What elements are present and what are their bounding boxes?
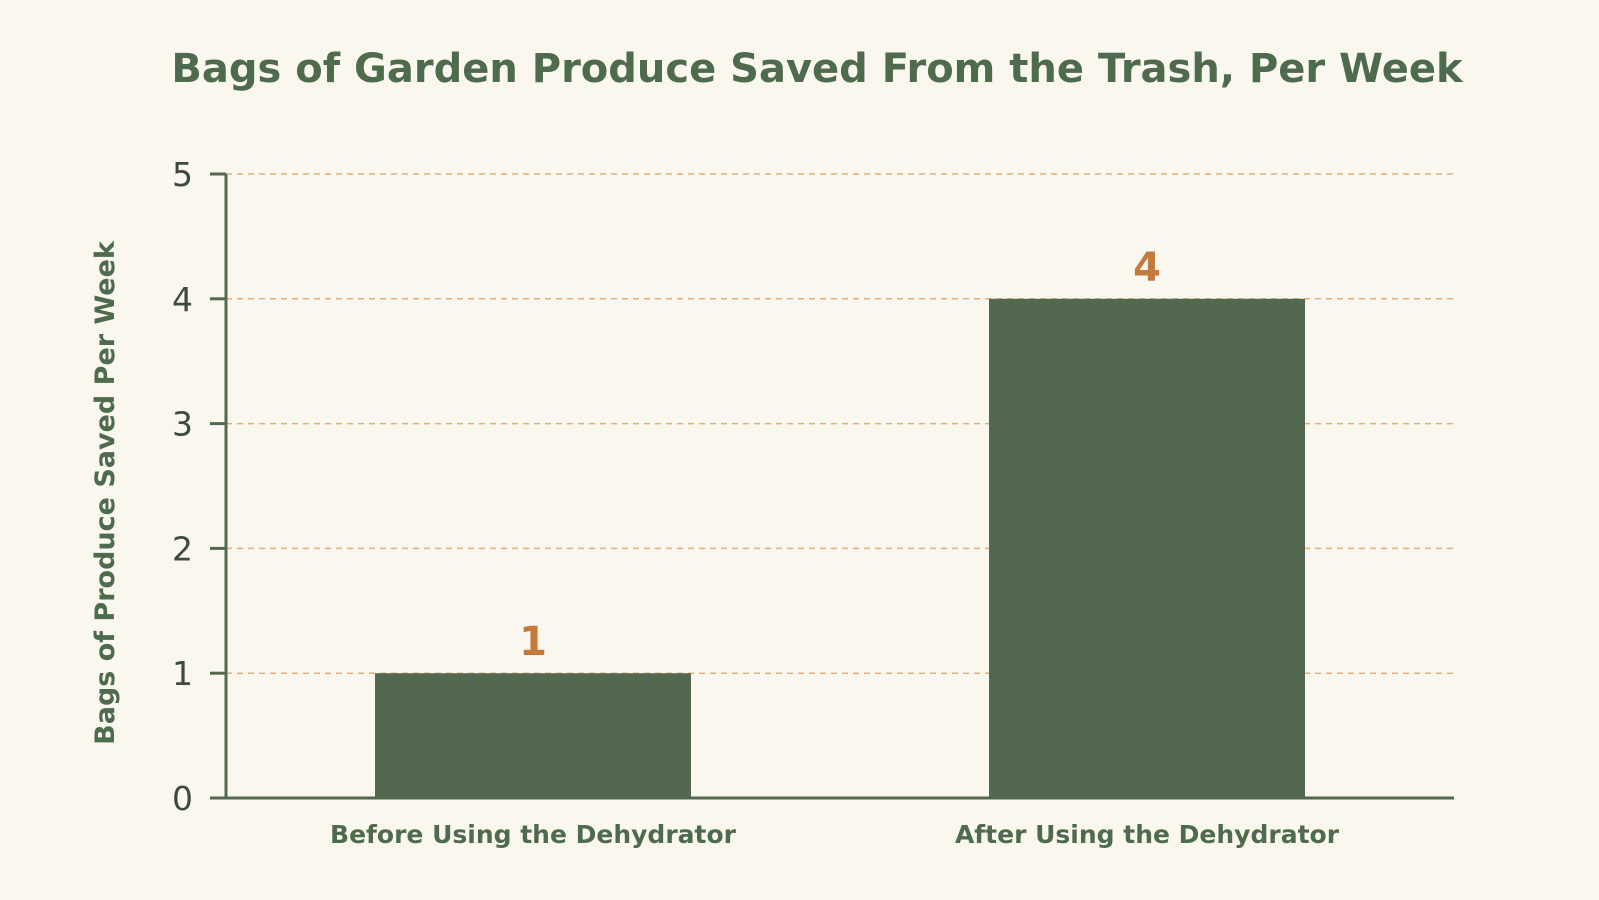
y-tick-label: 1	[172, 654, 193, 693]
bar	[375, 673, 691, 798]
y-tick-label: 0	[172, 779, 193, 818]
bars	[375, 298, 1305, 798]
y-tick-label: 3	[172, 405, 193, 444]
axes	[210, 172, 1454, 800]
y-tick-label: 5	[172, 155, 193, 194]
x-tick-label: Before Using the Dehydrator	[330, 820, 737, 849]
chart-title: Bags of Garden Produce Saved From the Tr…	[171, 46, 1464, 92]
y-tick-label: 2	[172, 529, 193, 568]
y-tick-label: 4	[172, 280, 193, 319]
x-tick-label: After Using the Dehydrator	[955, 820, 1340, 849]
labels: 0 1 2 3 4 5 1 Before Using the Dehydrator 4 After…	[172, 155, 1340, 849]
bar	[989, 298, 1305, 798]
bar-value-label: 1	[519, 619, 547, 665]
y-axis-label: Bags of Produce Saved Per Week	[90, 240, 121, 745]
bar-value-label: 4	[1133, 245, 1161, 291]
